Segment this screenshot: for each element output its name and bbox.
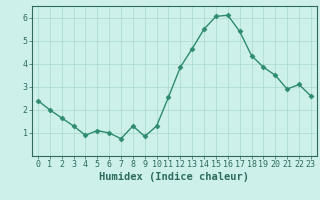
X-axis label: Humidex (Indice chaleur): Humidex (Indice chaleur) (100, 172, 249, 182)
